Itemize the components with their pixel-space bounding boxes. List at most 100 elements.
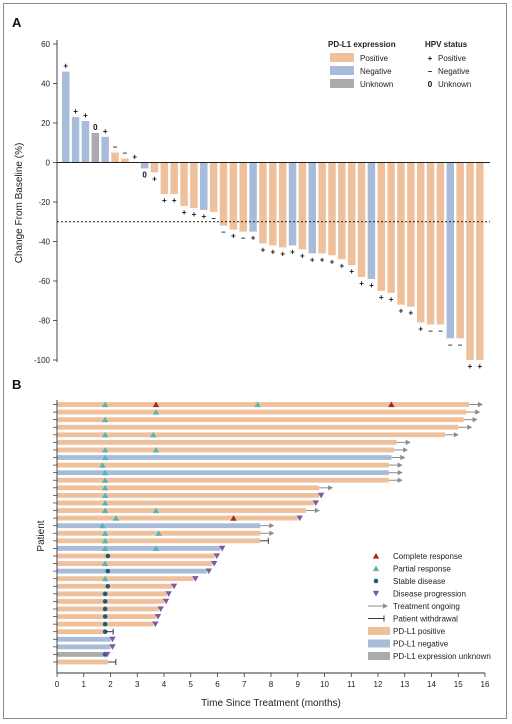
- waterfall-bar: [219, 162, 228, 226]
- response-marker: [101, 401, 109, 408]
- hpv-status-mark: +: [409, 309, 414, 318]
- waterfall-bar: [377, 162, 385, 291]
- legend-hpv-title: HPV status: [425, 40, 468, 49]
- patient-bar: [57, 629, 106, 635]
- x-tick-label: 1: [82, 680, 87, 689]
- patient-bar: [57, 439, 397, 445]
- hpv-status-mark: –: [241, 234, 246, 243]
- ongoing-arrow-head: [467, 424, 473, 430]
- ongoing-arrow-head: [453, 432, 459, 438]
- response-marker: [101, 492, 109, 498]
- ongoing-arrow-head: [477, 401, 483, 408]
- progression-marker: [109, 636, 116, 643]
- ongoing-arrow-head: [397, 470, 403, 476]
- patient-bar: [57, 402, 469, 407]
- x-tick-label: 13: [400, 680, 409, 689]
- legend-symbol-stable: [373, 578, 379, 584]
- waterfall-bar: [121, 158, 129, 163]
- hpv-status-mark: –: [458, 340, 463, 349]
- response-marker: [101, 560, 109, 567]
- patient-bar: [57, 462, 389, 468]
- hpv-status-mark: +: [379, 293, 384, 302]
- legend-expression-title: PD-L1 expression: [328, 40, 396, 49]
- waterfall-bar: [278, 162, 287, 248]
- waterfall-bar: [160, 162, 169, 195]
- waterfall-bar: [436, 162, 445, 325]
- legend-swatch-unk: [368, 652, 390, 660]
- waterfall-bar: [91, 132, 100, 163]
- panel-a-label: A: [12, 15, 22, 30]
- x-tick-label: 4: [162, 680, 167, 689]
- patient-bar: [57, 553, 215, 559]
- patient-bar: [57, 470, 389, 476]
- progression-marker: [205, 568, 212, 575]
- x-tick-label: 6: [215, 680, 220, 689]
- waterfall-bar: [200, 162, 208, 210]
- patient-bar: [57, 576, 194, 582]
- legend-label: Stable disease: [393, 577, 446, 586]
- hpv-status-mark: +: [310, 255, 315, 264]
- legend-expression-label: Unknown: [360, 80, 393, 89]
- patient-bar: [57, 508, 306, 513]
- hpv-status-mark: –: [113, 143, 118, 152]
- figure-frame: [3, 3, 507, 719]
- panel-a-bars: [62, 71, 484, 360]
- response-marker: [155, 530, 162, 536]
- progression-marker: [109, 644, 116, 650]
- hpv-status-mark: +: [359, 279, 364, 288]
- waterfall-bar: [308, 162, 316, 254]
- stable-disease-marker: [102, 599, 108, 604]
- response-marker: [254, 401, 261, 408]
- ongoing-arrow-head: [397, 462, 403, 468]
- stable-disease-marker: [105, 583, 111, 589]
- patient-bar: [57, 447, 395, 453]
- patient-bar: [57, 432, 445, 438]
- waterfall-bar: [446, 162, 455, 339]
- hpv-status-mark: +: [251, 234, 256, 243]
- patient-bar: [57, 659, 108, 665]
- panel-b-swimmer: Patient Time Since Treatment (months) 0 1…: [36, 400, 491, 709]
- hpv-status-mark: +: [369, 281, 374, 290]
- x-tick-label: 12: [374, 680, 383, 689]
- waterfall-bar: [288, 162, 297, 246]
- hpv-status-mark: +: [290, 247, 295, 256]
- legend-hpv-label: Positive: [438, 54, 467, 63]
- waterfall-bar: [338, 162, 346, 260]
- progression-marker: [165, 591, 172, 597]
- patient-bar: [57, 500, 314, 506]
- patient-bar: [57, 568, 207, 574]
- panel-b-bars: [53, 401, 483, 665]
- hpv-status-mark: +: [389, 295, 394, 304]
- patient-bar: [57, 561, 213, 566]
- ongoing-arrow-head: [397, 477, 403, 483]
- hpv-status-mark: +: [399, 307, 404, 316]
- waterfall-bar: [347, 162, 356, 266]
- legend-label: PD-L1 negative: [393, 640, 449, 649]
- progression-marker: [213, 553, 221, 559]
- ongoing-arrow-head: [269, 523, 275, 529]
- hpv-status-mark: +: [63, 62, 68, 71]
- legend-expression-swatch: [330, 79, 354, 88]
- response-marker: [388, 401, 395, 408]
- panel-a-legend: PD-L1 expression Positive Negative Unknown H…: [328, 40, 471, 89]
- ongoing-arrow-head: [269, 530, 275, 536]
- waterfall-bar: [328, 162, 336, 256]
- ongoing-arrow-head: [400, 454, 406, 461]
- waterfall-bar: [62, 71, 70, 163]
- ongoing-arrow-head: [403, 447, 409, 453]
- legend-symbol-ongoing-head: [383, 603, 388, 609]
- response-marker: [101, 545, 109, 551]
- waterfall-bar: [150, 162, 159, 173]
- waterfall-bar: [101, 136, 109, 163]
- patient-bar: [57, 409, 467, 415]
- y-tick-label: 20: [41, 119, 50, 128]
- progression-marker: [317, 492, 325, 499]
- x-tick-label: 0: [55, 680, 60, 689]
- panel-a-y-axis-label: Change From Baseline (%): [14, 143, 25, 264]
- progression-marker: [162, 598, 170, 605]
- progression-marker: [152, 621, 159, 628]
- legend-label: Partial response: [393, 565, 451, 574]
- stable-disease-marker: [102, 591, 108, 597]
- patient-bar: [57, 545, 221, 551]
- progression-marker: [312, 500, 319, 506]
